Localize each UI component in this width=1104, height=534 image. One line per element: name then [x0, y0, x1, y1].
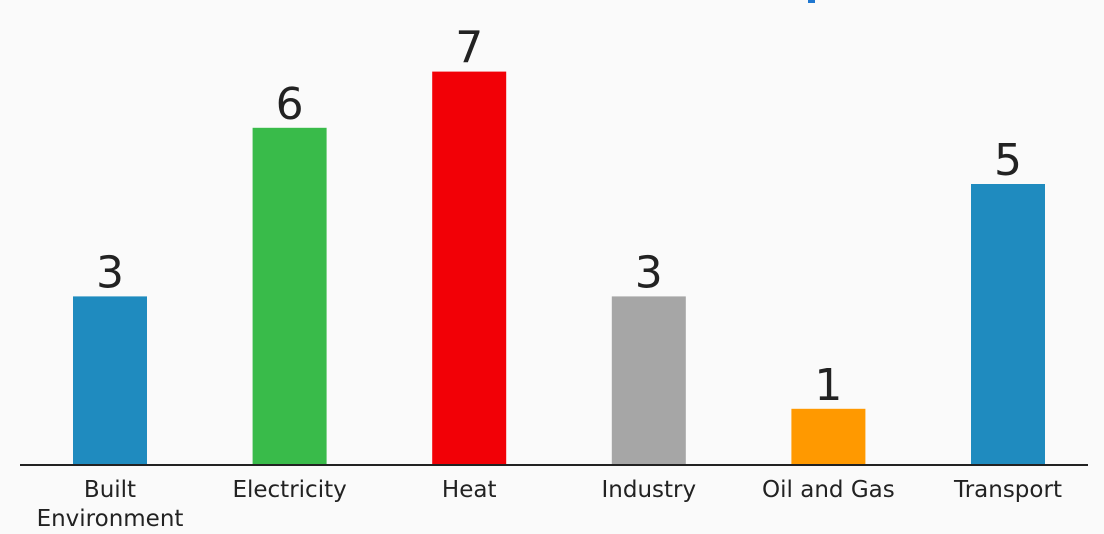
bar-electricity — [252, 127, 327, 466]
value-label-industry: 3 — [635, 247, 663, 298]
bars-group — [73, 71, 1045, 466]
x-tick-label-electricity: Electricity — [232, 477, 346, 503]
title-fragment — [808, 0, 815, 3]
bar-oil-and-gas — [791, 408, 866, 465]
value-label-built-environment: 3 — [96, 247, 124, 298]
x-tick-label-built-environment: Built Environment — [37, 477, 184, 529]
x-tick-label-heat: Heat — [442, 477, 497, 503]
x-tick-label-oil-and-gas: Oil and Gas — [762, 477, 895, 503]
bar-transport — [971, 184, 1045, 465]
value-label-electricity: 6 — [276, 79, 304, 130]
x-tick-label-transport: Transport — [953, 477, 1062, 503]
bar-built-environment — [73, 296, 147, 465]
value-labels-group: 3 6 7 3 1 5 — [96, 23, 1022, 411]
value-label-oil-and-gas: 1 — [814, 360, 842, 411]
x-tick-label-industry: Industry — [601, 477, 696, 503]
value-label-heat: 7 — [455, 23, 483, 74]
value-label-transport: 5 — [994, 135, 1022, 186]
bar-heat — [432, 71, 507, 465]
x-tick-labels-group: Built Environment Electricity Heat Industry O… — [37, 477, 1062, 532]
bar-industry — [611, 296, 686, 465]
